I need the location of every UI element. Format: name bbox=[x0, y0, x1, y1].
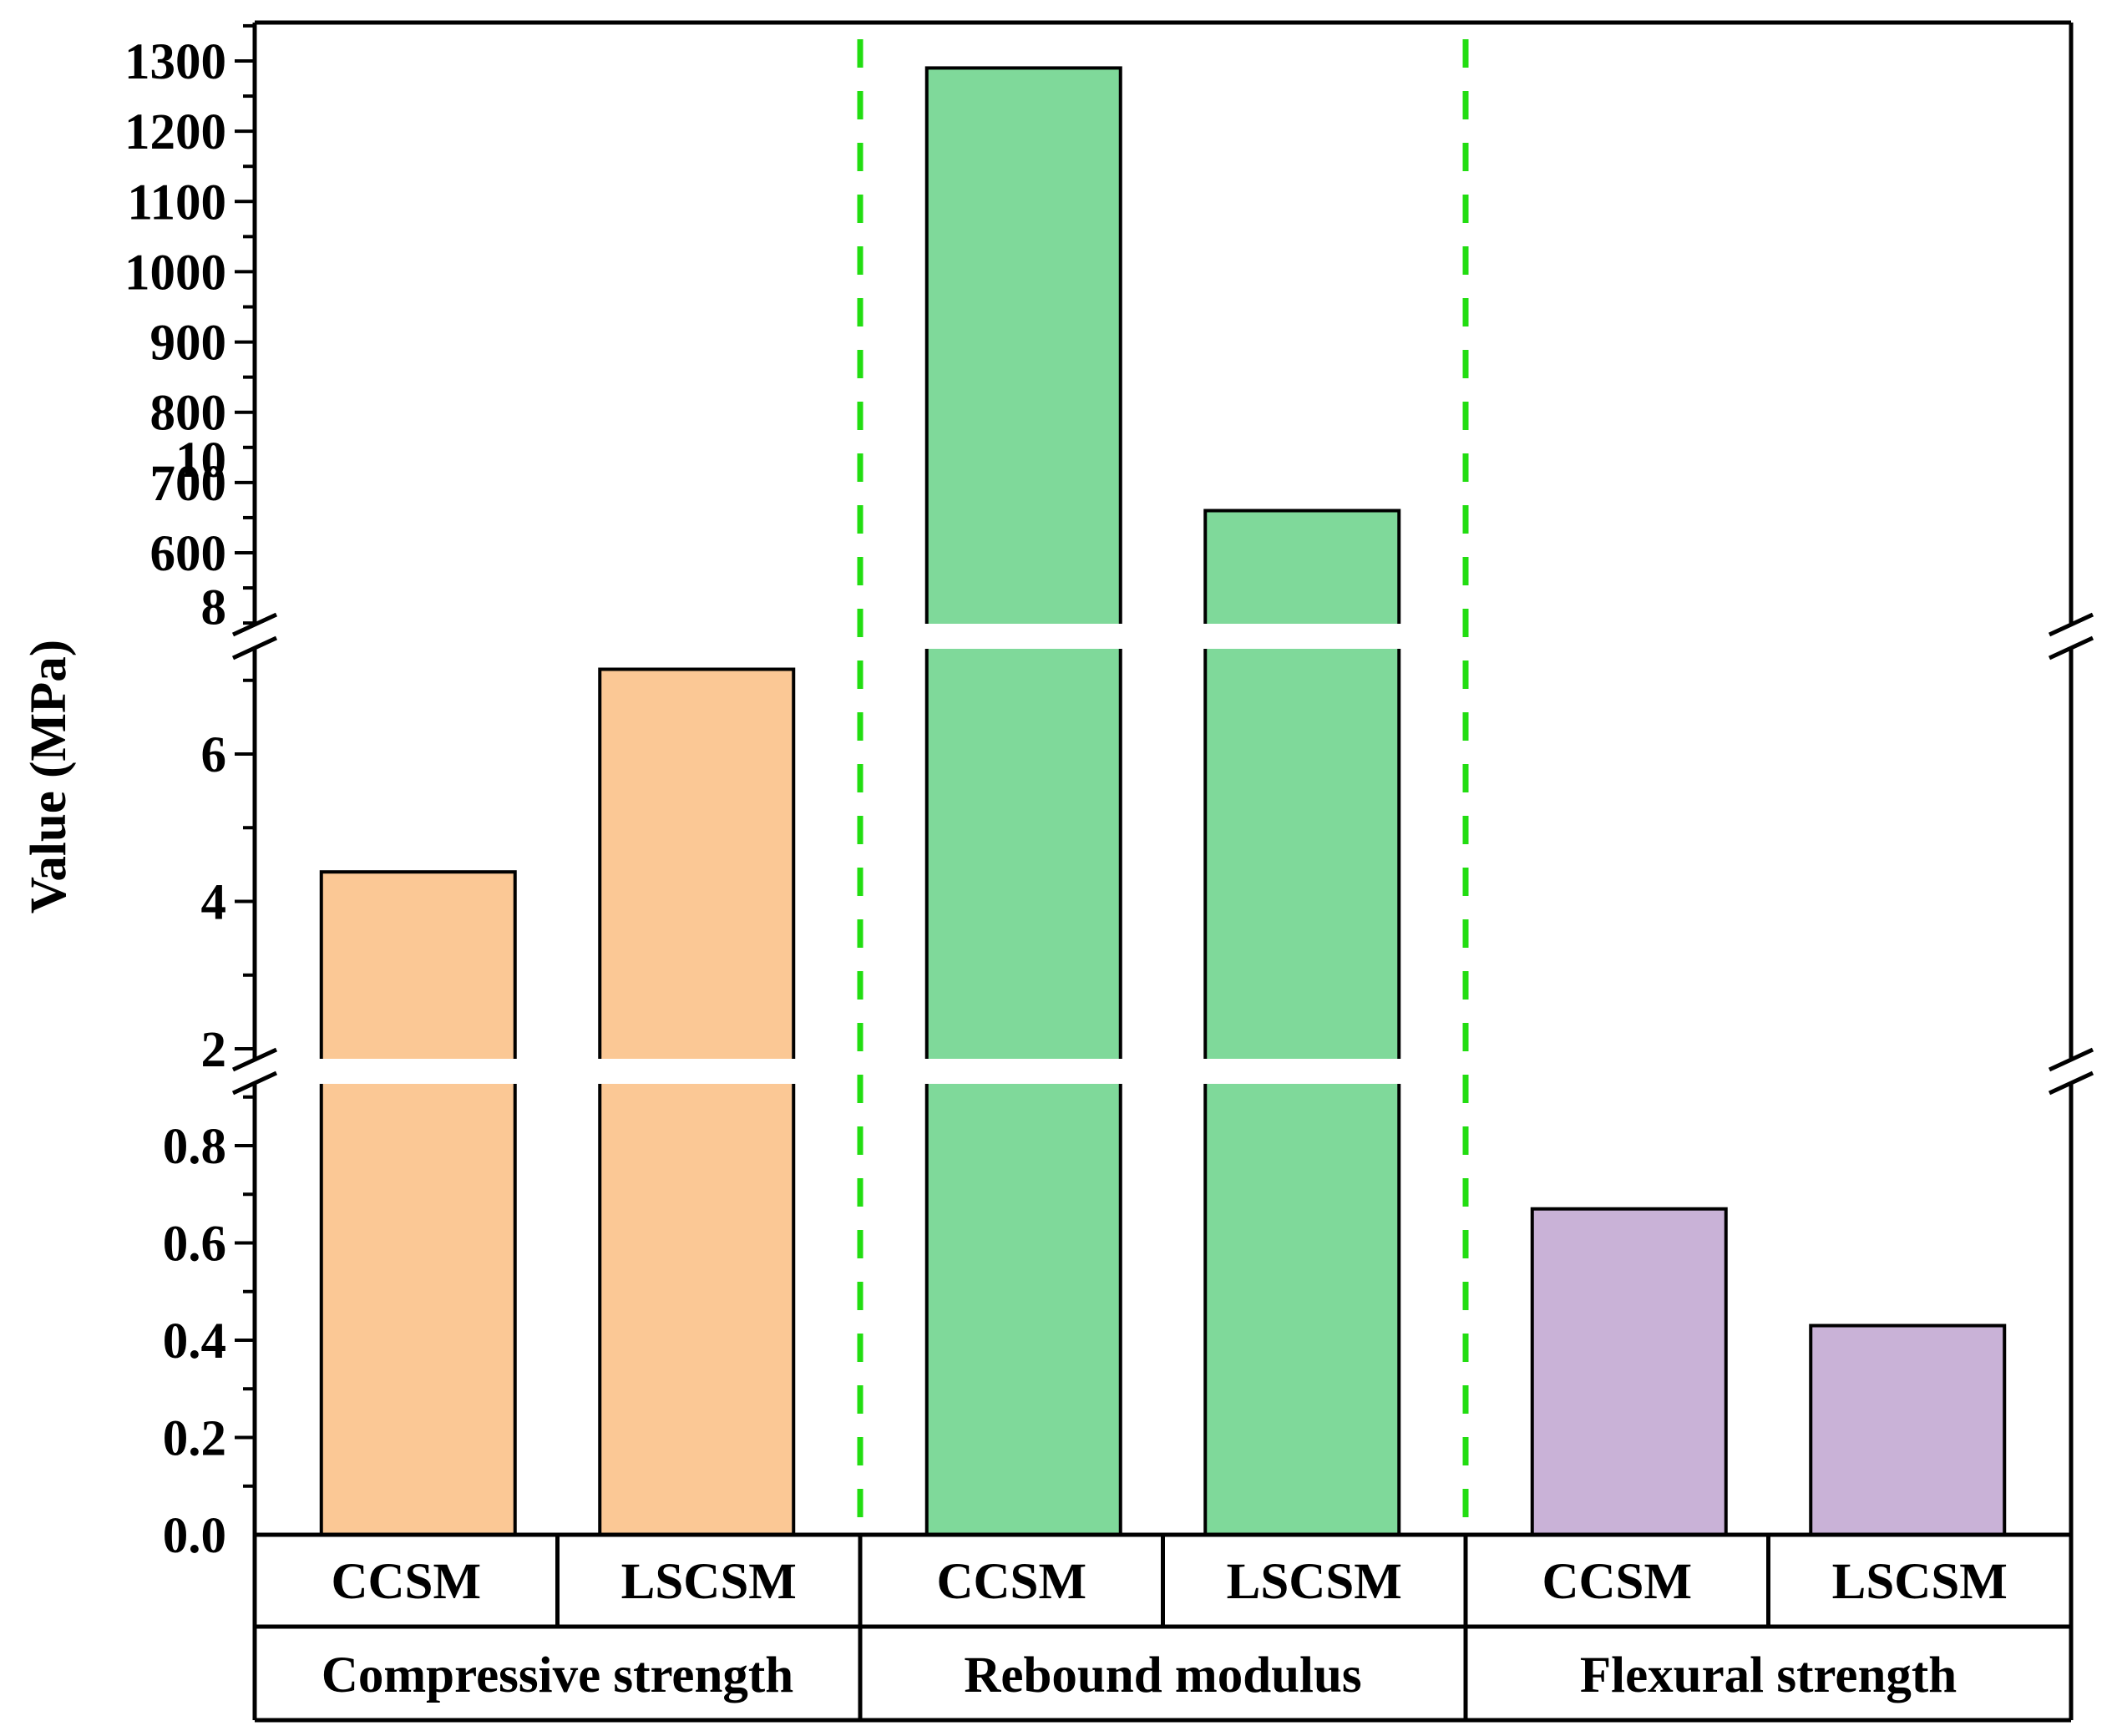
category-label-ccsm: CCSM bbox=[936, 1554, 1086, 1610]
y-tick-label: 0.6 bbox=[163, 1217, 226, 1273]
break-mark-2-left-1 bbox=[231, 1047, 278, 1072]
group-label: Rebound modulus bbox=[964, 1647, 1361, 1703]
axis-break-gap-2 bbox=[250, 624, 2076, 649]
y-axis-title: Value (MPa) bbox=[21, 640, 77, 914]
break-mark-1-right-1 bbox=[2048, 612, 2094, 637]
axis-break-gaps bbox=[250, 624, 2076, 1084]
bar-lscsm-group-2 bbox=[1203, 509, 1401, 1536]
y-axis: 0.0 0.2 0.4 0.6 0.8 2 4 6 8 10 600 700 800 900 1000 110… bbox=[124, 23, 255, 1564]
category-label-ccsm: CCSM bbox=[331, 1554, 481, 1610]
y-tick-label: 0.8 bbox=[163, 1119, 226, 1175]
y-tick-label: 1100 bbox=[127, 175, 226, 230]
y-tick-label: 900 bbox=[150, 316, 227, 372]
y-tick-label: 0.4 bbox=[163, 1313, 226, 1369]
category-table: CCSM LSCSM Compressive strength CCSM LSCSM Re… bbox=[252, 1535, 2074, 1723]
y-tick-label: 8 bbox=[201, 580, 227, 636]
category-label-ccsm: CCSM bbox=[1542, 1554, 1692, 1610]
bars-layer bbox=[319, 66, 2007, 1537]
y-tick-label: 1200 bbox=[124, 104, 226, 160]
bar-lscsm-group-3 bbox=[1809, 1324, 2007, 1537]
y-tick-label: 4 bbox=[201, 875, 227, 931]
y-tick-label: 600 bbox=[150, 526, 227, 582]
category-label-lscsm: LSCSM bbox=[1227, 1554, 1402, 1610]
break-mark-2-left-2 bbox=[231, 1070, 278, 1096]
y-tick-label: 700 bbox=[150, 456, 227, 512]
y-tick-label: 1300 bbox=[124, 34, 226, 90]
group-label: Compressive strength bbox=[322, 1647, 793, 1703]
y-tick-label: 10 bbox=[175, 433, 226, 488]
y-tick-label: 800 bbox=[150, 386, 227, 442]
bar-ccsm-group-2 bbox=[924, 66, 1122, 1536]
break-mark-1-left-2 bbox=[231, 635, 278, 660]
bar-ccsm-group-3 bbox=[1530, 1207, 1728, 1536]
bar-lscsm-group-1 bbox=[598, 667, 796, 1537]
y-tick-label: 0.0 bbox=[163, 1508, 226, 1564]
bar-ccsm-group-1 bbox=[319, 870, 517, 1536]
break-mark-1-right-2 bbox=[2048, 635, 2094, 660]
axis-break-gap-1 bbox=[250, 1059, 2076, 1084]
y-tick-label: 0.2 bbox=[163, 1411, 226, 1467]
y-tick-label: 2 bbox=[201, 1022, 227, 1078]
y-tick-label: 6 bbox=[201, 727, 227, 783]
break-mark-2-right-2 bbox=[2048, 1070, 2094, 1096]
group-separators bbox=[857, 39, 1469, 1535]
group-label: Flexural strength bbox=[1580, 1647, 1957, 1703]
break-mark-2-right-1 bbox=[2048, 1047, 2094, 1072]
category-label-lscsm: LSCSM bbox=[621, 1554, 797, 1610]
y-tick-label: 1000 bbox=[124, 245, 226, 301]
category-label-lscsm: LSCSM bbox=[1832, 1554, 2008, 1610]
